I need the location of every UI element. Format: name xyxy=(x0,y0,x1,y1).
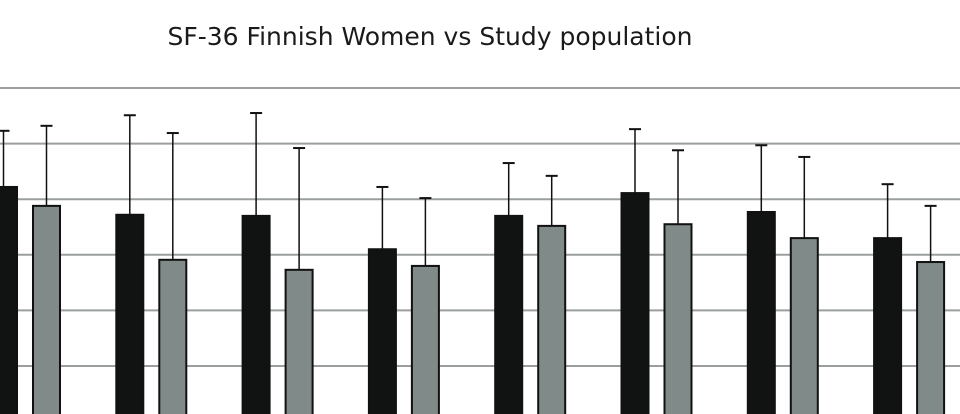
bar xyxy=(746,210,776,414)
bar xyxy=(32,204,61,414)
bar xyxy=(410,264,440,414)
bar xyxy=(115,213,145,414)
bar xyxy=(241,214,271,414)
chart-title: SF-36 Finnish Women vs Study population xyxy=(167,22,693,51)
bar xyxy=(494,214,524,414)
bar xyxy=(367,248,397,414)
bar xyxy=(789,237,819,414)
bar xyxy=(663,223,693,414)
bar xyxy=(873,237,903,414)
bar xyxy=(620,192,650,414)
bar xyxy=(158,258,188,414)
bar xyxy=(284,268,314,414)
bar xyxy=(0,185,18,414)
bar xyxy=(916,261,946,414)
bar xyxy=(537,224,567,414)
